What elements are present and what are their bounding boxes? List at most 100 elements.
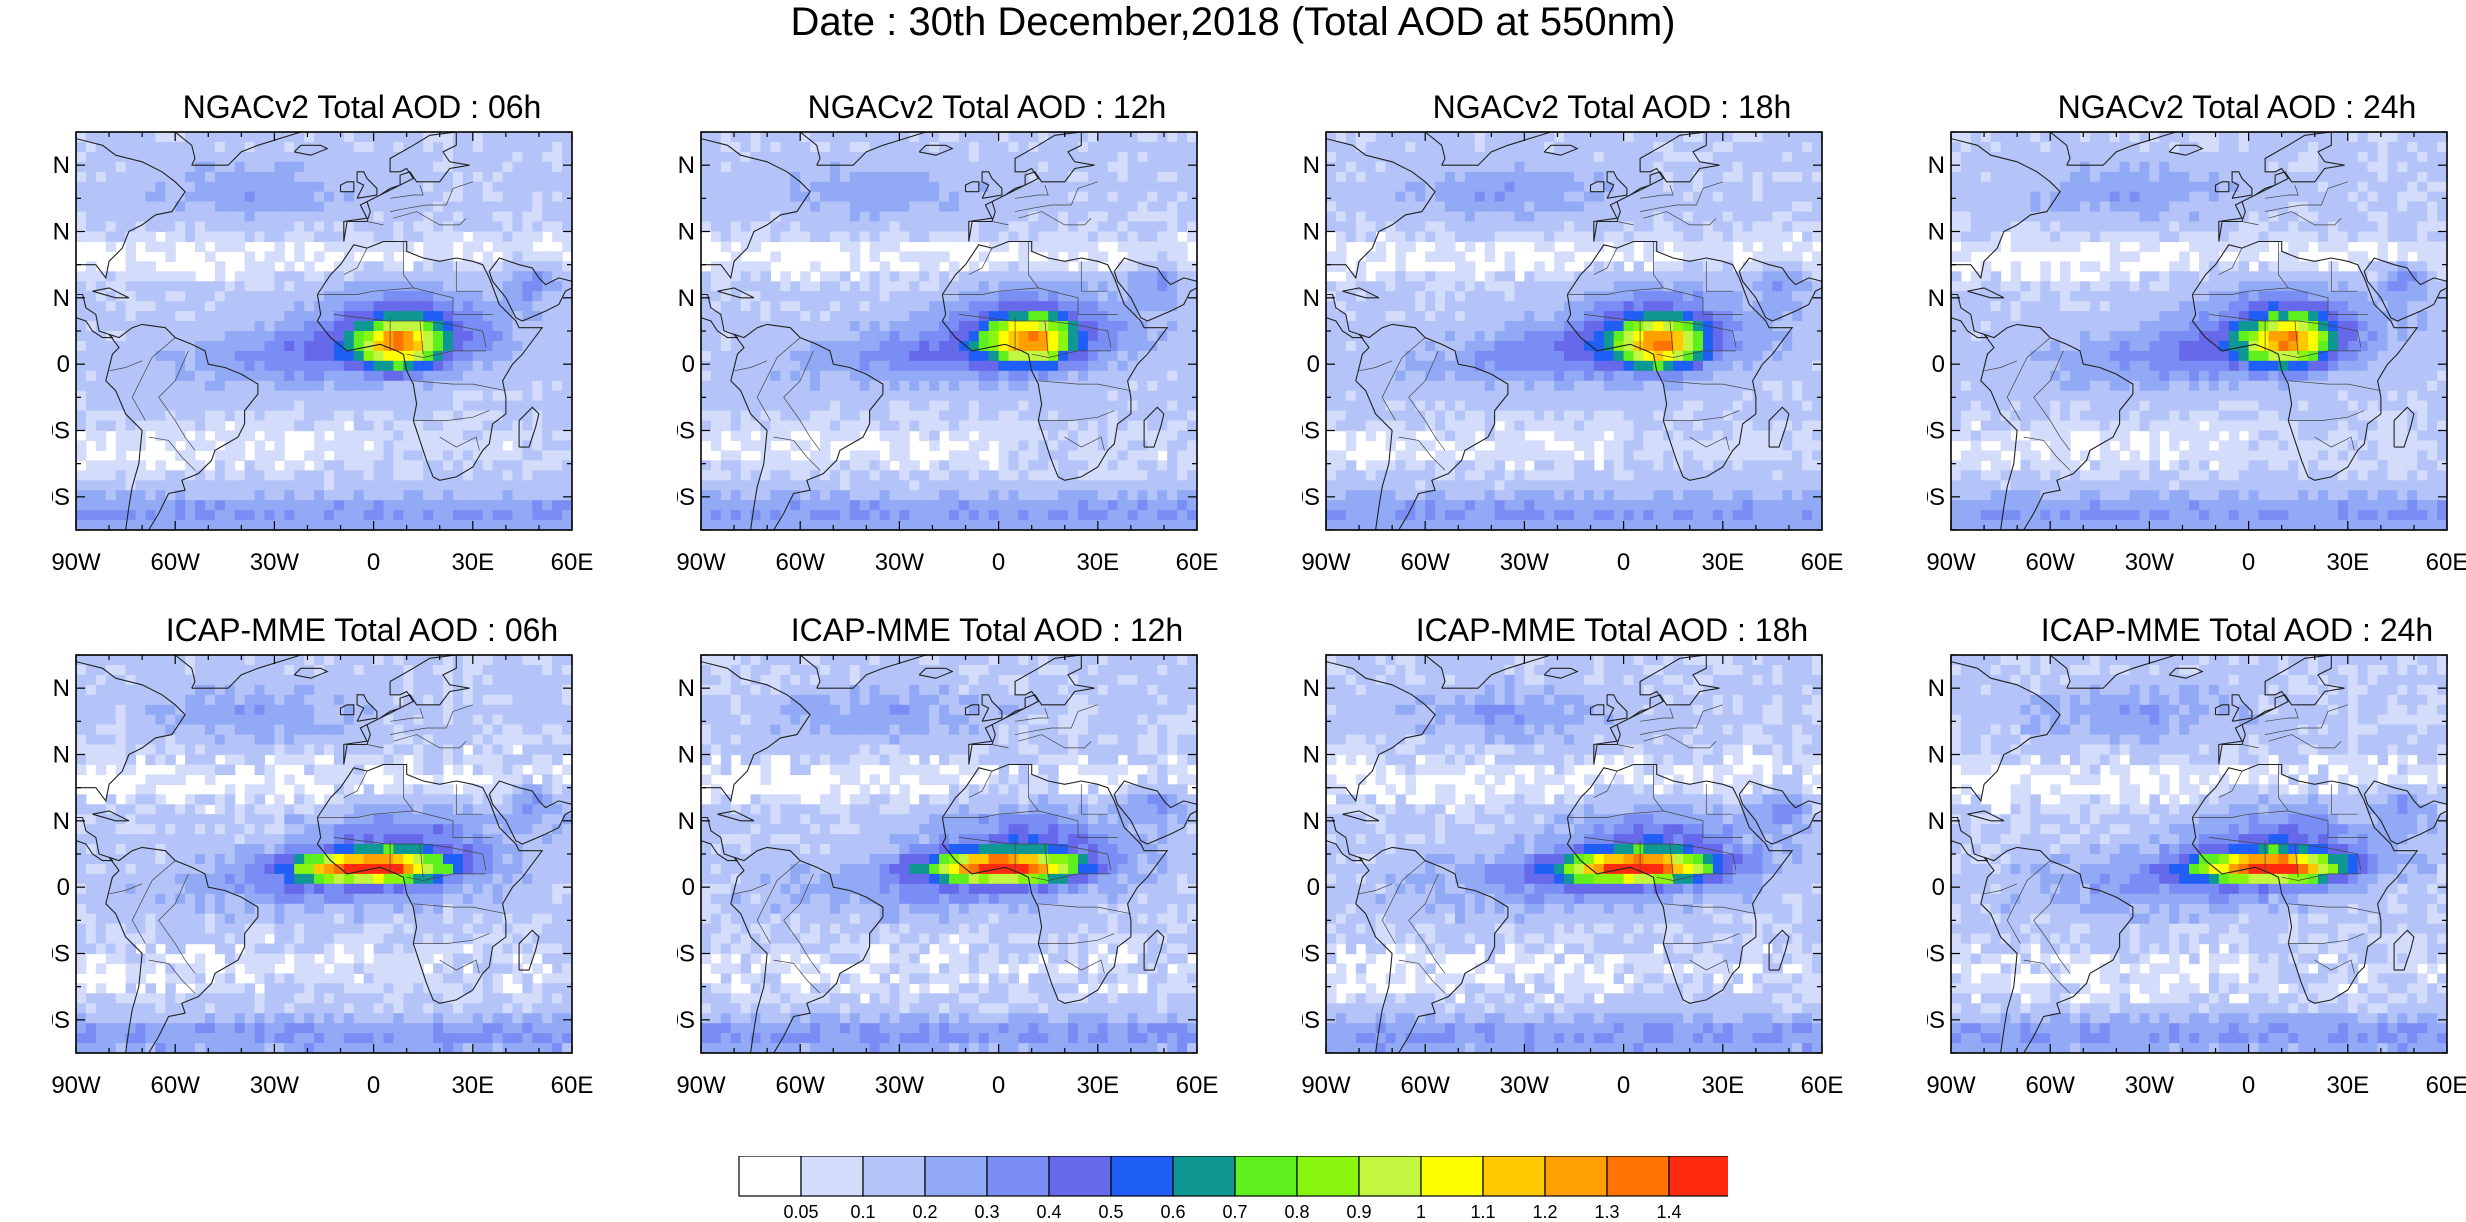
colorbar-swatch — [1234, 1156, 1298, 1197]
axes: 90W 60W 30W 0 30E 60E 60N 40N 20N 0 20S 40S — [1927, 131, 2466, 576]
colorbar-label: 0.3 — [974, 1202, 999, 1222]
x-tick-label: 60E — [1801, 549, 1844, 576]
x-tick-label: 60W — [1401, 549, 1451, 576]
panel-title: NGACv2 Total AOD : 06h — [182, 89, 542, 125]
panel-title: NGACv2 Total AOD : 24h — [2057, 89, 2417, 125]
y-tick-label: 20N — [677, 808, 695, 835]
map-panel-ngacv2-24h: NGACv2 Total AOD : 24h 90W 60W 30W 0 30E 60E 60… — [1927, 88, 2466, 608]
y-tick-label: 60N — [1927, 675, 1945, 702]
aod-field — [1326, 132, 1822, 530]
x-tick-label: 0 — [367, 1072, 380, 1099]
colorbar-swatch — [1668, 1156, 1728, 1197]
x-tick-label: 0 — [992, 549, 1005, 576]
y-tick-label: 60N — [52, 675, 70, 702]
y-tick-label: 60N — [1927, 152, 1945, 179]
axes: 90W 60W 30W 0 30E 60E 60N 40N 20N 0 20S 40S — [1302, 131, 1844, 576]
x-tick-label: 30E — [1076, 1072, 1119, 1099]
colorbar-label: 0.1 — [850, 1202, 875, 1222]
axes: 90W 60W 30W 0 30E 60E 60N 40N 20N 0 20S 40S — [677, 131, 1218, 576]
x-tick-label: 90W — [52, 1072, 101, 1099]
panel-title: NGACv2 Total AOD : 18h — [1432, 89, 1792, 125]
colorbar-swatch — [800, 1156, 864, 1197]
colorbar-label: 1 — [1416, 1202, 1426, 1222]
y-tick-label: 0 — [57, 874, 70, 901]
panel-title: ICAP-MME Total AOD : 24h — [2040, 612, 2434, 648]
map-panel-icap-mme-18h: ICAP-MME Total AOD : 18h 90W 60W 30W 0 30E 60E… — [1302, 611, 1922, 1131]
aod-map: 90W 60W 30W 0 30E 60E 60N 40N 20N 0 20S 40S — [1302, 654, 1843, 1099]
aod-field — [701, 132, 1197, 530]
y-tick-label: 0 — [1307, 351, 1320, 378]
colorbar-swatch — [1048, 1156, 1112, 1197]
y-tick-label: 40S — [1927, 1007, 1945, 1034]
y-tick-label: 20S — [1302, 941, 1320, 968]
colorbar-label: 0.8 — [1284, 1202, 1309, 1222]
y-tick-label: 40S — [52, 1007, 70, 1034]
y-tick-label: 60N — [52, 152, 70, 179]
x-tick-label: 30W — [2125, 1072, 2175, 1099]
x-tick-label: 60W — [776, 549, 826, 576]
coastlines — [701, 655, 1197, 1053]
aod-field — [701, 655, 1197, 1053]
coastlines — [76, 655, 572, 1053]
colorbar-swatch — [862, 1156, 926, 1197]
axes: 90W 60W 30W 0 30E 60E 60N 40N 20N 0 20S 40S — [677, 654, 1219, 1099]
colorbar-swatch — [1544, 1156, 1608, 1197]
y-tick-label: 20S — [677, 941, 695, 968]
y-tick-label: 40N — [677, 219, 695, 246]
x-tick-label: 30E — [1701, 1072, 1744, 1099]
panel-title: ICAP-MME Total AOD : 06h — [165, 612, 559, 648]
y-tick-label: 0 — [1307, 874, 1320, 901]
colorbar-swatch — [1296, 1156, 1360, 1197]
x-tick-label: 30E — [2326, 1072, 2369, 1099]
x-tick-label: 30W — [250, 549, 300, 576]
y-tick-label: 40N — [52, 742, 70, 769]
x-tick-label: 60W — [151, 1072, 201, 1099]
x-tick-label: 30W — [875, 549, 925, 576]
colorbar-label: 0.6 — [1160, 1202, 1185, 1222]
map-panel-icap-mme-24h: ICAP-MME Total AOD : 24h 90W 60W 30W 0 30E 60E… — [1927, 611, 2466, 1131]
y-tick-label: 20N — [1927, 285, 1945, 312]
colorbar-swatch — [1358, 1156, 1422, 1197]
y-tick-label: 60N — [1302, 152, 1320, 179]
panel-title: NGACv2 Total AOD : 12h — [807, 89, 1167, 125]
colorbar-label: 1.1 — [1470, 1202, 1495, 1222]
y-tick-label: 40N — [1927, 742, 1945, 769]
y-tick-label: 40N — [1302, 742, 1320, 769]
x-tick-label: 30W — [875, 1072, 925, 1099]
map-panel-ngacv2-12h: NGACv2 Total AOD : 12h 90W 60W 30W 0 30E 60E 60… — [677, 88, 1297, 608]
y-tick-label: 0 — [1932, 874, 1945, 901]
y-tick-label: 0 — [57, 351, 70, 378]
y-tick-label: 20S — [52, 941, 70, 968]
y-tick-label: 0 — [682, 351, 695, 378]
aod-map: 90W 60W 30W 0 30E 60E 60N 40N 20N 0 20S 40S — [1927, 131, 2466, 576]
aod-map: 90W 60W 30W 0 30E 60E 60N 40N 20N 0 20S 40S — [52, 131, 593, 576]
aod-map: 90W 60W 30W 0 30E 60E 60N 40N 20N 0 20S 40S — [1927, 654, 2466, 1099]
x-tick-label: 0 — [2242, 549, 2255, 576]
x-tick-label: 0 — [1617, 1072, 1630, 1099]
aod-map: 90W 60W 30W 0 30E 60E 60N 40N 20N 0 20S 40S — [677, 131, 1218, 576]
colorbar-swatch — [1420, 1156, 1484, 1197]
map-panel-icap-mme-12h: ICAP-MME Total AOD : 12h 90W 60W 30W 0 30E 60E… — [677, 611, 1297, 1131]
colorbar-swatch — [1172, 1156, 1236, 1197]
x-tick-label: 60W — [1401, 1072, 1451, 1099]
panel-title: ICAP-MME Total AOD : 18h — [1415, 612, 1809, 648]
colorbar-label: 0.5 — [1098, 1202, 1123, 1222]
x-tick-label: 60W — [2026, 549, 2076, 576]
x-tick-label: 0 — [1617, 549, 1630, 576]
x-tick-label: 0 — [992, 1072, 1005, 1099]
x-tick-label: 30W — [250, 1072, 300, 1099]
x-tick-label: 60E — [2426, 549, 2466, 576]
y-tick-label: 20N — [1927, 808, 1945, 835]
y-tick-label: 40S — [677, 484, 695, 511]
x-tick-label: 90W — [1302, 1072, 1351, 1099]
colorbar-label: 0.4 — [1036, 1202, 1061, 1222]
x-tick-label: 30E — [2326, 549, 2369, 576]
colorbar-swatch — [1606, 1156, 1670, 1197]
colorbar-label: 0.2 — [912, 1202, 937, 1222]
figure-title: Date : 30th December,2018 (Total AOD at … — [790, 0, 1676, 44]
x-tick-label: 60E — [2426, 1072, 2466, 1099]
x-tick-label: 30E — [1076, 549, 1119, 576]
colorbar: 0.05 0.1 0.2 0.3 0.4 0.5 0.6 0.7 0.8 0.9 1 1.1 1.2 1.… — [738, 1156, 1728, 1222]
y-tick-label: 20N — [677, 285, 695, 312]
x-tick-label: 60E — [1176, 1072, 1219, 1099]
